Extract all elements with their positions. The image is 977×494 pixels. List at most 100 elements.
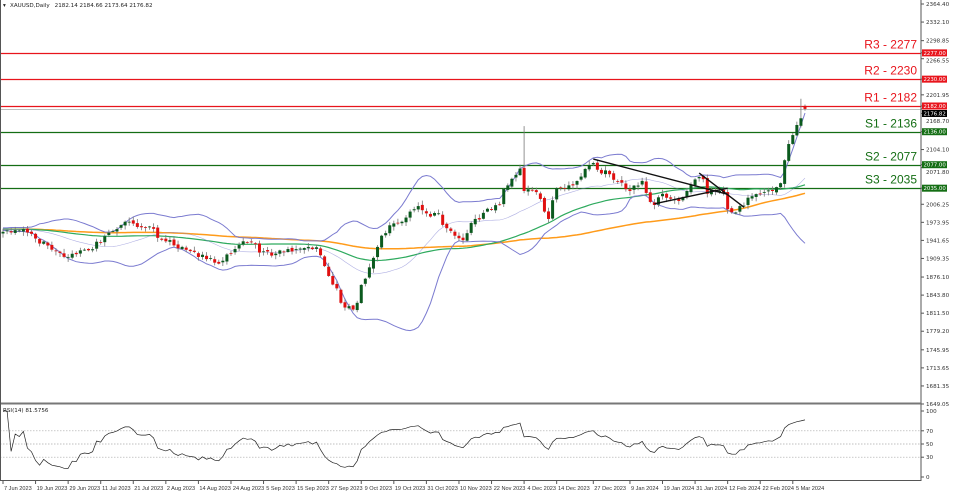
level-price-tag <box>922 128 947 136</box>
candle <box>294 245 298 254</box>
candle-body <box>123 221 127 226</box>
candle <box>119 224 123 230</box>
candle-body <box>624 183 628 190</box>
candle <box>286 246 290 253</box>
price-tick-label: 2332.10 <box>926 20 950 26</box>
candle-body <box>25 228 29 233</box>
date-tick-label: 9 Jan 2024 <box>631 486 659 492</box>
candle-body <box>640 180 644 185</box>
candle <box>583 167 587 179</box>
candle-body <box>233 249 237 253</box>
candle-body <box>424 211 428 214</box>
candle <box>473 214 477 227</box>
price-tick-label: 1973.95 <box>926 220 950 226</box>
price-tick-label: 1713.65 <box>926 366 950 372</box>
candle-body <box>551 200 555 219</box>
candle-body <box>750 196 754 199</box>
candle <box>339 288 343 305</box>
candle <box>388 222 392 236</box>
candle-body <box>461 237 465 241</box>
candle-body <box>229 253 233 255</box>
date-tick-label: 5 Sep 2023 <box>266 486 295 492</box>
candle <box>758 189 762 196</box>
candle-body <box>636 185 640 187</box>
candle <box>498 201 502 206</box>
level-price-tag <box>922 161 947 169</box>
candle <box>306 242 310 252</box>
candle <box>632 184 636 195</box>
candle <box>587 160 591 172</box>
header-dropdown-icon[interactable]: ▾ <box>3 3 6 9</box>
trendlines[interactable] <box>593 158 745 208</box>
price-tick-label: 1649.05 <box>926 402 950 408</box>
candle-body <box>74 252 78 255</box>
candle-body <box>445 223 449 229</box>
candle-body <box>408 211 412 218</box>
candle <box>143 226 147 232</box>
current-price-tag-label: 2176.82 <box>924 111 946 117</box>
candle <box>420 200 424 215</box>
rsi-tick-label: 0 <box>926 475 930 481</box>
candle <box>262 247 266 256</box>
candle <box>17 228 21 233</box>
candle-body <box>164 238 168 242</box>
candle <box>518 164 522 176</box>
candle <box>103 234 107 247</box>
candle-body <box>583 168 587 178</box>
candle <box>327 262 331 277</box>
candle-body <box>685 190 689 197</box>
date-tick-label: 12 Feb 2024 <box>729 486 760 492</box>
candle-body <box>791 135 795 144</box>
candle-body <box>282 251 286 253</box>
candle-body <box>644 181 648 193</box>
candles <box>1 98 807 313</box>
date-tick-label: 11 Jul 2023 <box>102 486 131 492</box>
price-tick-label: 2168.70 <box>926 119 950 125</box>
price-tick-label: 1876.10 <box>926 275 950 281</box>
candle <box>779 182 783 190</box>
candle-body <box>701 176 705 180</box>
candle-body <box>779 183 783 188</box>
candle <box>433 211 437 217</box>
symbol-label: XAUUSD,Daily <box>10 3 50 9</box>
candle <box>1 228 5 238</box>
candle <box>754 193 758 202</box>
candle <box>107 229 111 238</box>
candle <box>400 220 404 226</box>
candle <box>42 240 46 245</box>
candle <box>200 251 204 260</box>
candle-body <box>388 225 392 234</box>
candle-body <box>441 214 445 225</box>
candle-body <box>518 168 522 176</box>
candle-body <box>196 253 200 257</box>
candle-body <box>416 206 420 210</box>
candle <box>152 223 156 233</box>
candle <box>82 248 86 251</box>
candle-body <box>245 241 249 243</box>
candle-body <box>608 170 612 175</box>
price-tick-label: 1779.20 <box>926 329 950 335</box>
candle-body <box>530 189 534 191</box>
candle-body <box>314 247 318 249</box>
candle-body <box>17 230 21 232</box>
candle <box>343 298 347 311</box>
candle <box>494 202 498 214</box>
candle <box>95 238 99 252</box>
candle <box>485 207 489 213</box>
candle-body <box>62 253 66 257</box>
candle <box>620 176 624 187</box>
candle <box>111 229 115 233</box>
candle-body <box>367 267 371 278</box>
candle-body <box>665 193 669 198</box>
candle-body <box>783 160 787 184</box>
candle-body <box>433 212 437 216</box>
candle-body <box>681 197 685 201</box>
candle-body <box>327 266 331 276</box>
candle <box>323 255 327 268</box>
candle-body <box>13 230 17 233</box>
candle-body <box>770 189 774 191</box>
candle-body <box>567 185 571 190</box>
date-tick-label: 15 Sep 2023 <box>297 486 329 492</box>
